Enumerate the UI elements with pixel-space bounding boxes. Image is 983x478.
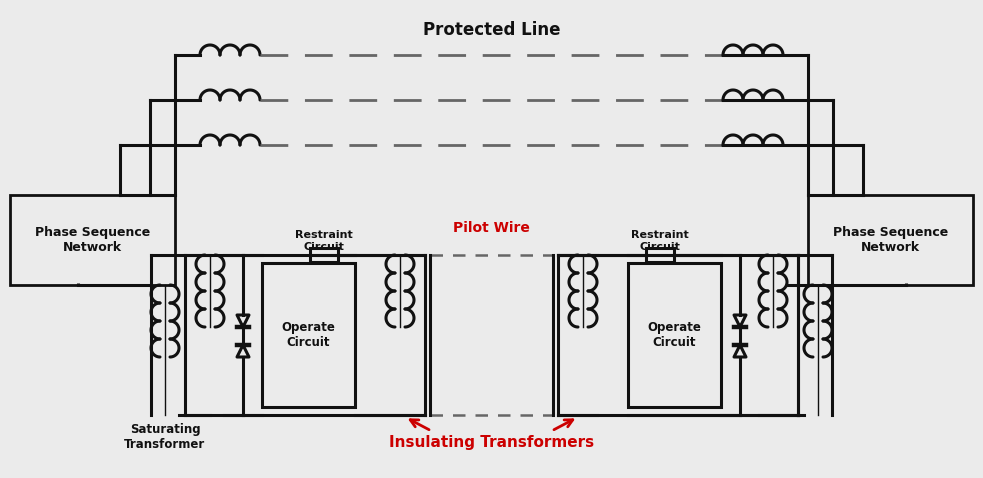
Text: Insulating Transformers: Insulating Transformers	[389, 435, 594, 450]
Text: Restraint
Circuit: Restraint Circuit	[631, 230, 688, 251]
Text: Phase Sequence
Network: Phase Sequence Network	[34, 226, 150, 254]
Bar	[646, 248, 673, 262]
Bar	[628, 263, 721, 407]
Bar	[10, 195, 175, 285]
Text: Pilot Wire: Pilot Wire	[453, 221, 530, 235]
Text: Saturating
Transformer: Saturating Transformer	[125, 423, 205, 451]
Text: Protected Line: Protected Line	[423, 21, 560, 39]
Text: Operate
Circuit: Operate Circuit	[648, 321, 702, 349]
Text: Restraint
Circuit: Restraint Circuit	[295, 230, 352, 251]
Bar	[262, 263, 355, 407]
Bar	[310, 248, 337, 262]
Text: Phase Sequence
Network: Phase Sequence Network	[833, 226, 949, 254]
Text: Operate
Circuit: Operate Circuit	[281, 321, 335, 349]
Bar	[808, 195, 973, 285]
